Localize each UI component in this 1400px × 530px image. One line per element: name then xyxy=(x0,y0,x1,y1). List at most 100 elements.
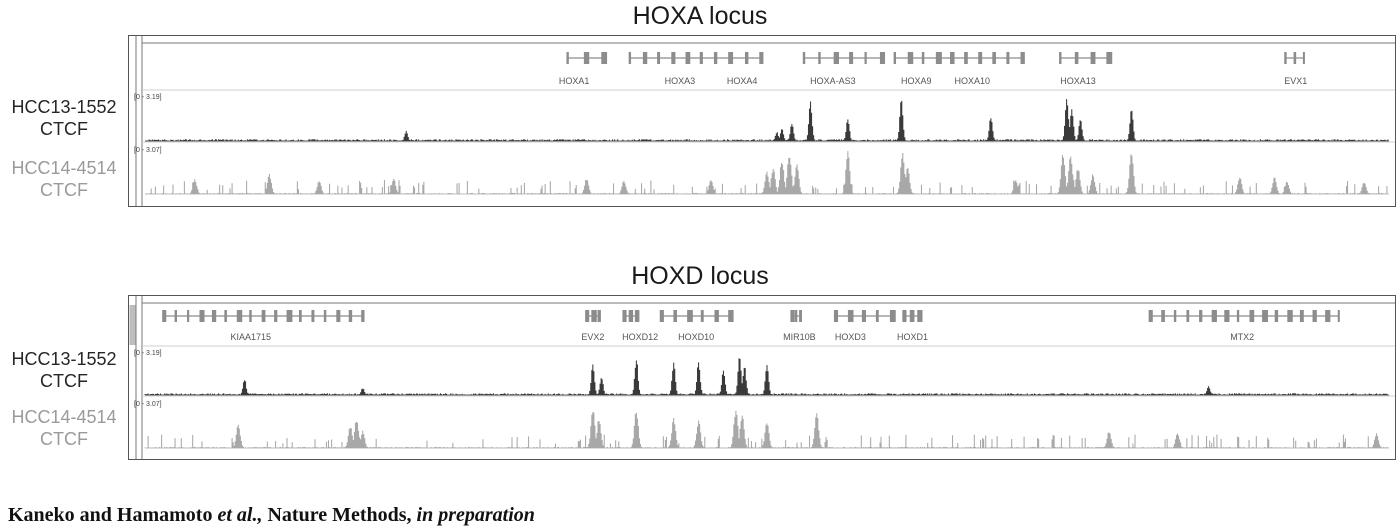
exon-block xyxy=(361,310,365,322)
hoxd-genome-browser: KIAA1715 EVX2 HOXD12 HOXD10 MIR10B HOXD3 HOXD1… xyxy=(128,295,1396,460)
exon-block xyxy=(199,310,205,322)
exon-block xyxy=(909,310,915,322)
exon-block xyxy=(622,310,627,322)
hoxa-track-panel: HOXA1 HOXA3 HOXA4 HOXA-AS3 HOXA9 HOXA10 HOXA13… xyxy=(134,36,1395,206)
exon-block xyxy=(634,310,640,322)
exon-block xyxy=(174,310,178,322)
track-data-range: [0 - 3.07] xyxy=(134,147,162,154)
gene-model: HOXA-AS3 xyxy=(802,52,886,86)
exon-block xyxy=(249,310,252,322)
gene-label: HOXA4 xyxy=(727,76,758,86)
exon-block xyxy=(323,310,327,322)
exon-block xyxy=(879,52,886,64)
exon-block xyxy=(794,310,798,322)
exon-block xyxy=(348,310,353,322)
gene-label: HOXD3 xyxy=(835,332,866,342)
signal-track: [0 - 3.19] xyxy=(134,350,1389,396)
exon-block xyxy=(566,52,569,64)
gene-model: MIR10B xyxy=(783,310,816,342)
gene-label: HOXD10 xyxy=(678,332,714,342)
scroll-thumb[interactable] xyxy=(129,305,136,345)
exon-block xyxy=(964,52,968,64)
exon-block xyxy=(759,52,764,64)
exon-block xyxy=(261,310,266,322)
track-data-range: [0 - 3.07] xyxy=(134,401,162,408)
hoxa-locus-title: HOXA locus xyxy=(632,2,768,30)
exon-block xyxy=(1287,310,1293,322)
exon-block xyxy=(714,310,719,322)
exon-block xyxy=(1293,52,1297,64)
exon-block xyxy=(802,52,806,64)
citation-etal: et al., xyxy=(217,504,263,526)
gene-label: HOXA9 xyxy=(901,76,932,86)
exon-block xyxy=(950,52,955,64)
exon-block xyxy=(585,310,590,322)
sample-factor: CTCF xyxy=(40,429,88,449)
exon-block xyxy=(1302,52,1305,64)
exon-block xyxy=(730,52,734,64)
exon-block xyxy=(728,310,734,322)
exon-block xyxy=(1224,310,1230,322)
gene-model: HOXD12 xyxy=(622,310,658,342)
exon-block xyxy=(628,52,632,64)
sample-factor: CTCF xyxy=(40,119,88,139)
gene-model: MTX2 xyxy=(1148,310,1340,342)
exon-block xyxy=(700,310,704,322)
exon-block xyxy=(833,52,839,64)
exon-block xyxy=(1020,52,1025,64)
exon-block xyxy=(935,52,939,64)
exon-block xyxy=(336,310,341,322)
exon-block xyxy=(790,310,795,322)
exon-block xyxy=(728,52,732,64)
gene-label: HOXD12 xyxy=(622,332,658,342)
coverage-bars xyxy=(145,151,1388,194)
exon-block xyxy=(699,52,703,64)
gene-model: HOXD3 xyxy=(833,310,896,342)
coverage-bars xyxy=(145,99,1389,141)
exon-block xyxy=(597,310,601,322)
gene-model: EVX2 xyxy=(581,310,604,342)
hoxa-sample-light-label: HCC14-4514 CTCF xyxy=(0,157,128,201)
exon-block xyxy=(833,310,839,322)
sample-name: HCC13-1552 xyxy=(11,349,117,369)
track-data-range: [0 - 3.19] xyxy=(134,94,162,101)
exon-block xyxy=(1249,310,1255,322)
exon-block xyxy=(1006,52,1010,64)
exon-block xyxy=(628,310,634,322)
gene-model: HOXA1 xyxy=(559,52,608,86)
track-data-range: [0 - 3.19] xyxy=(134,350,162,357)
exon-block xyxy=(274,310,278,322)
exon-block xyxy=(1199,310,1203,322)
exon-block xyxy=(601,52,608,64)
exon-block xyxy=(744,52,749,64)
exon-block xyxy=(224,310,227,322)
hoxd-locus-title: HOXD locus xyxy=(631,262,769,290)
exon-block xyxy=(1090,52,1096,64)
exon-block xyxy=(685,52,691,64)
gene-label: KIAA1715 xyxy=(230,332,271,342)
exon-block xyxy=(236,310,243,322)
gene-model: HOXA13 xyxy=(1059,52,1113,86)
gene-model: HOXD10 xyxy=(659,310,734,342)
gene-label: HOXA1 xyxy=(559,76,590,86)
exon-block xyxy=(1106,52,1113,64)
exon-block xyxy=(657,52,661,64)
exon-block xyxy=(889,310,896,322)
exon-block xyxy=(1337,310,1340,322)
exon-block xyxy=(673,310,677,322)
exon-block xyxy=(162,310,167,322)
exon-block xyxy=(583,52,590,64)
signal-track: [0 - 3.07] xyxy=(134,401,1389,449)
sample-name: HCC14-4514 xyxy=(11,407,117,427)
sample-factor: CTCF xyxy=(40,180,88,200)
hoxd-sample-light-label: HCC14-4514 CTCF xyxy=(0,406,128,450)
exon-block xyxy=(591,310,597,322)
exon-block xyxy=(1148,310,1153,322)
hoxa-sample-dark-label: HCC13-1552 CTCF xyxy=(0,96,128,140)
exon-block xyxy=(642,52,648,64)
sample-factor: CTCF xyxy=(40,371,88,391)
exon-block xyxy=(799,310,802,322)
exon-block xyxy=(1312,310,1317,322)
citation-status: in preparation xyxy=(416,504,535,526)
gene-label: EVX1 xyxy=(1284,76,1307,86)
